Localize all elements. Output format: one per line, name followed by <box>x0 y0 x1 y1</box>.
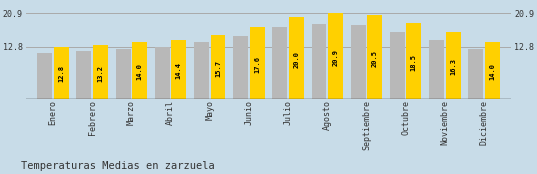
Text: Temperaturas Medias en zarzuela: Temperaturas Medias en zarzuela <box>21 161 215 171</box>
Text: 15.7: 15.7 <box>215 60 221 77</box>
Bar <box>446 32 461 99</box>
Text: 18.5: 18.5 <box>411 54 417 71</box>
Bar <box>485 42 500 99</box>
Bar <box>390 32 405 99</box>
Bar <box>351 25 366 99</box>
Bar <box>367 15 382 99</box>
Text: 13.2: 13.2 <box>97 65 104 82</box>
Text: 14.4: 14.4 <box>176 62 182 79</box>
Text: 14.0: 14.0 <box>136 63 143 80</box>
Bar <box>54 47 69 99</box>
Bar <box>37 53 52 99</box>
Bar <box>211 35 226 99</box>
Text: 20.9: 20.9 <box>332 49 338 66</box>
Bar <box>272 27 287 99</box>
Bar <box>407 23 422 99</box>
Bar <box>115 49 130 99</box>
Bar <box>289 17 304 99</box>
Bar <box>250 27 265 99</box>
Bar <box>132 42 147 99</box>
Bar <box>194 42 209 99</box>
Text: 20.5: 20.5 <box>372 50 378 67</box>
Bar <box>93 45 108 99</box>
Bar <box>311 24 326 99</box>
Text: 20.0: 20.0 <box>293 51 299 68</box>
Bar <box>233 35 248 99</box>
Text: 14.0: 14.0 <box>489 63 495 80</box>
Text: 17.6: 17.6 <box>254 56 260 73</box>
Bar <box>155 47 170 99</box>
Bar <box>429 40 444 99</box>
Text: 12.8: 12.8 <box>58 65 64 82</box>
Bar <box>468 49 483 99</box>
Text: 16.3: 16.3 <box>450 58 456 76</box>
Bar <box>171 40 186 99</box>
Bar <box>76 51 91 99</box>
Bar <box>328 13 343 99</box>
